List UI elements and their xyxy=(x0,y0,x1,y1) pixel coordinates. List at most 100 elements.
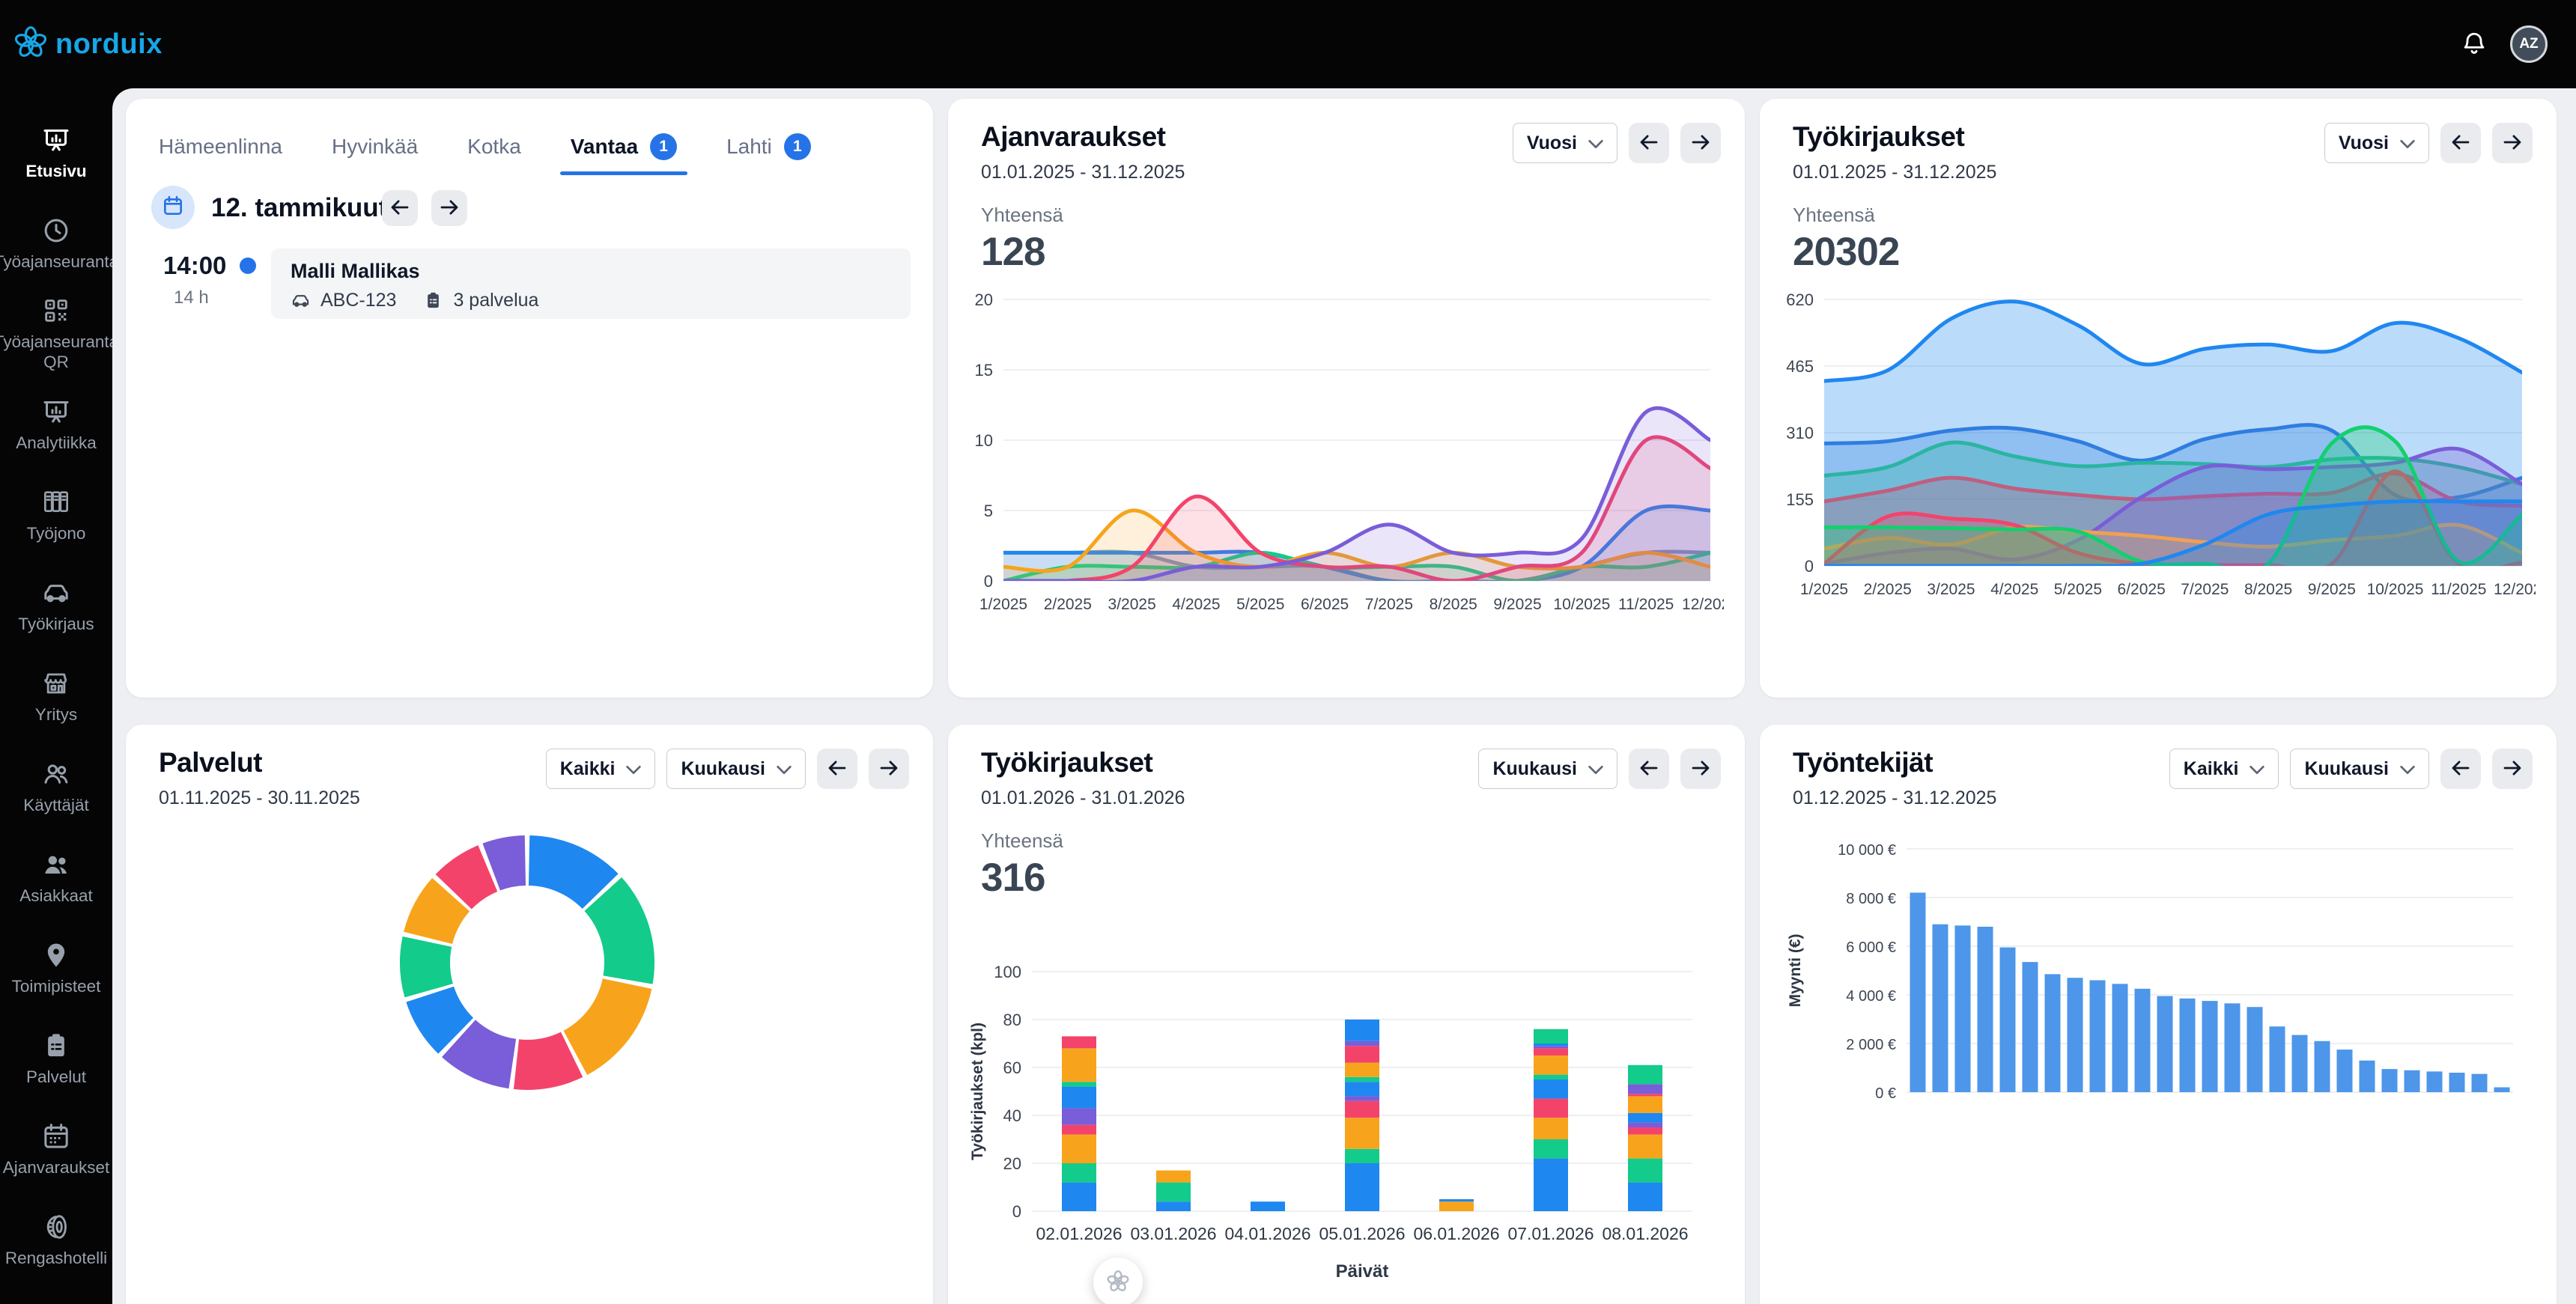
notifications-button[interactable] xyxy=(2461,30,2488,59)
appointment-time: 14:00 14 h xyxy=(163,252,257,308)
sidebar-item-tyoajanseuranta[interactable]: Työajanseuranta xyxy=(0,198,118,289)
sidebar-item-asiakkaat[interactable]: Asiakkaat xyxy=(0,832,112,923)
sidebar-item-tyoajanseuranta-qr[interactable]: Työajanseuranta QR xyxy=(0,289,118,380)
period-select[interactable]: Kuukausi xyxy=(2290,749,2429,789)
svg-text:0: 0 xyxy=(1012,1202,1021,1221)
svg-text:5: 5 xyxy=(984,502,993,520)
tab-label: Hämeenlinna xyxy=(159,135,282,158)
tab-label: Vantaa xyxy=(570,135,639,158)
svg-text:4/2025: 4/2025 xyxy=(1990,581,2038,598)
tab-label: Kotka xyxy=(467,135,521,158)
sidebar-item-rengashotelli[interactable]: Rengashotelli xyxy=(0,1195,112,1285)
prev-period-button[interactable] xyxy=(2440,749,2481,789)
tab-kotka[interactable]: Kotka xyxy=(467,135,521,159)
sidebar-item-label: Työajanseuranta QR xyxy=(0,332,119,371)
sidebar-item-etusivu[interactable]: Etusivu xyxy=(0,108,112,198)
card-date-range: 01.12.2025 - 31.12.2025 xyxy=(1793,787,1997,808)
tire-icon xyxy=(41,1212,71,1242)
svg-text:0: 0 xyxy=(984,572,993,591)
main-panel: Hämeenlinna Hyvinkää Kotka Vantaa 1 Lahti 1 12… xyxy=(112,88,2576,1304)
next-day-button[interactable] xyxy=(431,190,467,226)
filter-select[interactable]: Kaikki xyxy=(545,749,656,789)
sidebar-item-label: Työkirjaus xyxy=(18,614,94,633)
card-title: Palvelut xyxy=(159,747,262,778)
svg-text:11/2025: 11/2025 xyxy=(1618,596,1674,613)
calendar-chip[interactable] xyxy=(151,186,195,229)
svg-text:12/2025: 12/2025 xyxy=(1682,596,1724,613)
tab-lahti[interactable]: Lahti 1 xyxy=(726,133,811,160)
svg-text:10: 10 xyxy=(975,431,993,450)
svg-text:465: 465 xyxy=(1786,357,1814,376)
period-select[interactable]: Kuukausi xyxy=(666,749,806,789)
svg-text:6 000 €: 6 000 € xyxy=(1846,939,1896,956)
tab-label: Hyvinkää xyxy=(332,135,419,158)
tyokirjaukset-area-chart: 0 155 310 465 620 1/2025 2/2025 3/2025 4/2025 5/2… xyxy=(1786,290,2536,598)
chevron-down-icon xyxy=(2250,758,2265,780)
period-select[interactable]: Kuukausi xyxy=(1478,749,1617,789)
svg-text:08.01.2026: 08.01.2026 xyxy=(1602,1224,1688,1243)
svg-text:2/2025: 2/2025 xyxy=(1864,581,1912,598)
sidebar-item-toimipisteet[interactable]: Toimipisteet xyxy=(0,923,112,1014)
card-title: Työntekijät xyxy=(1793,747,1933,778)
period-select[interactable]: Vuosi xyxy=(1512,123,1617,163)
sidebar-item-yritys[interactable]: Yritys xyxy=(0,651,112,742)
sidebar-item-analytiikka[interactable]: Analytiikka xyxy=(0,380,112,470)
sidebar-item-palvelut[interactable]: Palvelut xyxy=(0,1014,112,1104)
next-period-button[interactable] xyxy=(1680,749,1721,789)
svg-text:100: 100 xyxy=(994,963,1021,981)
chevron-down-icon xyxy=(1588,758,1603,780)
svg-text:4/2025: 4/2025 xyxy=(1172,596,1220,613)
period-select[interactable]: Vuosi xyxy=(2324,123,2429,163)
sidebar-item-ajanvaraukset[interactable]: Ajanvaraukset xyxy=(0,1104,112,1195)
prev-period-button[interactable] xyxy=(1629,749,1669,789)
store-icon xyxy=(41,668,71,698)
svg-text:Päivät: Päivät xyxy=(1336,1261,1389,1282)
tab-badge: 1 xyxy=(783,133,811,160)
svg-text:310: 310 xyxy=(1786,424,1814,442)
sidebar-item-tyojono[interactable]: Työjono xyxy=(0,470,112,561)
prev-period-button[interactable] xyxy=(817,749,857,789)
brand-fab-button[interactable] xyxy=(1093,1258,1143,1304)
next-period-button[interactable] xyxy=(1680,123,1721,163)
svg-text:15: 15 xyxy=(975,361,993,380)
svg-text:1/2025: 1/2025 xyxy=(1800,581,1848,598)
users-filled-icon xyxy=(41,850,71,880)
svg-text:40: 40 xyxy=(1003,1106,1021,1125)
prev-day-button[interactable] xyxy=(382,190,418,226)
sidebar-item-label: Työjono xyxy=(26,523,86,543)
total-label: Yhteensä xyxy=(981,204,1063,226)
arrow-right-icon xyxy=(2501,131,2524,156)
card-date-range: 01.11.2025 - 30.11.2025 xyxy=(159,787,360,808)
next-period-button[interactable] xyxy=(2492,123,2533,163)
tyontekijat-bar-chart: 0 € 2 000 € 4 000 € 6 000 € 8 000 € 10 000 € M… xyxy=(1787,842,2513,1102)
tab-hameenlinna[interactable]: Hämeenlinna xyxy=(159,135,282,159)
svg-text:9/2025: 9/2025 xyxy=(1493,596,1541,613)
arrow-left-icon xyxy=(1638,757,1660,782)
brand-logo-icon xyxy=(12,24,49,65)
svg-text:60: 60 xyxy=(1003,1058,1021,1077)
tab-vantaa[interactable]: Vantaa 1 xyxy=(559,133,688,175)
next-period-button[interactable] xyxy=(2492,749,2533,789)
sidebar-item-label: Yritys xyxy=(34,704,78,724)
sidebar-item-kayttajat[interactable]: Käyttäjät xyxy=(0,742,112,832)
tab-label: Lahti xyxy=(726,135,772,158)
arrow-left-icon xyxy=(1638,131,1660,156)
filter-select[interactable]: Kaikki xyxy=(2169,749,2279,789)
tab-hyvinkaa[interactable]: Hyvinkää xyxy=(332,135,418,159)
appointment-hour: 14:00 xyxy=(163,252,227,279)
appointment-card[interactable]: Malli Mallikas ABC-123 xyxy=(271,249,911,319)
sidebar-item-label: Käyttäjät xyxy=(23,795,89,814)
next-period-button[interactable] xyxy=(869,749,909,789)
svg-text:6/2025: 6/2025 xyxy=(2118,581,2166,598)
selected-date: 12. tammikuuta xyxy=(211,193,402,222)
chevron-down-icon xyxy=(1588,132,1603,154)
sidebar: Etusivu Työajanseuranta Työajanseuranta QR… xyxy=(0,88,118,1304)
arrow-right-icon xyxy=(1689,757,1712,782)
brand: norduix xyxy=(12,24,162,65)
avatar[interactable]: AZ xyxy=(2510,25,2548,63)
card-tyontekijat: Työntekijät 01.12.2025 - 31.12.2025 Kaik… xyxy=(1760,725,2557,1304)
sidebar-item-tyokirjaus[interactable]: Työkirjaus xyxy=(0,561,112,651)
prev-period-button[interactable] xyxy=(2440,123,2481,163)
prev-period-button[interactable] xyxy=(1629,123,1669,163)
date-nav xyxy=(382,190,467,226)
